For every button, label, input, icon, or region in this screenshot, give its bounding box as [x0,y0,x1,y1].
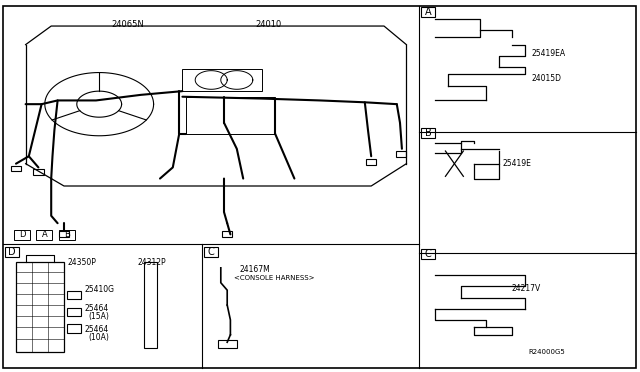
FancyBboxPatch shape [16,262,64,352]
Text: 25464: 25464 [84,325,109,334]
FancyBboxPatch shape [204,247,218,257]
Text: B: B [425,128,431,138]
Text: A: A [42,230,47,239]
Text: R24000G5: R24000G5 [529,349,566,355]
FancyBboxPatch shape [3,6,636,368]
Text: 24217V: 24217V [512,284,541,293]
FancyBboxPatch shape [218,340,237,348]
Text: 24065N: 24065N [111,20,145,29]
Text: 24350P: 24350P [67,258,96,267]
FancyBboxPatch shape [14,230,30,240]
FancyBboxPatch shape [421,7,435,17]
FancyBboxPatch shape [144,262,157,348]
Text: A: A [425,7,431,17]
FancyBboxPatch shape [421,249,435,259]
Text: (15A): (15A) [88,312,109,321]
Text: C: C [207,247,214,257]
FancyBboxPatch shape [67,291,81,299]
Text: 25419E: 25419E [502,159,531,168]
FancyBboxPatch shape [5,247,19,257]
Text: 24312P: 24312P [138,258,166,267]
FancyBboxPatch shape [67,308,81,316]
Text: <CONSOLE HARNESS>: <CONSOLE HARNESS> [234,275,314,281]
FancyBboxPatch shape [396,151,406,157]
Text: 25464: 25464 [84,304,109,313]
Text: D: D [19,230,26,239]
FancyBboxPatch shape [36,230,52,240]
Text: B: B [64,230,70,239]
Text: (10A): (10A) [88,333,109,342]
Text: 25419EA: 25419EA [531,49,565,58]
FancyBboxPatch shape [222,231,232,237]
FancyBboxPatch shape [366,159,376,165]
FancyBboxPatch shape [59,231,69,237]
Text: C: C [425,249,431,259]
Text: 24010: 24010 [255,20,282,29]
FancyBboxPatch shape [67,324,81,333]
FancyBboxPatch shape [59,230,75,240]
FancyBboxPatch shape [186,97,275,134]
Text: 24015D: 24015D [531,74,561,83]
FancyBboxPatch shape [11,166,21,171]
Text: 24167M: 24167M [240,265,271,274]
Text: D: D [8,247,16,257]
FancyBboxPatch shape [33,169,44,175]
Text: 25410G: 25410G [84,285,115,294]
FancyBboxPatch shape [421,128,435,138]
FancyBboxPatch shape [182,69,262,91]
